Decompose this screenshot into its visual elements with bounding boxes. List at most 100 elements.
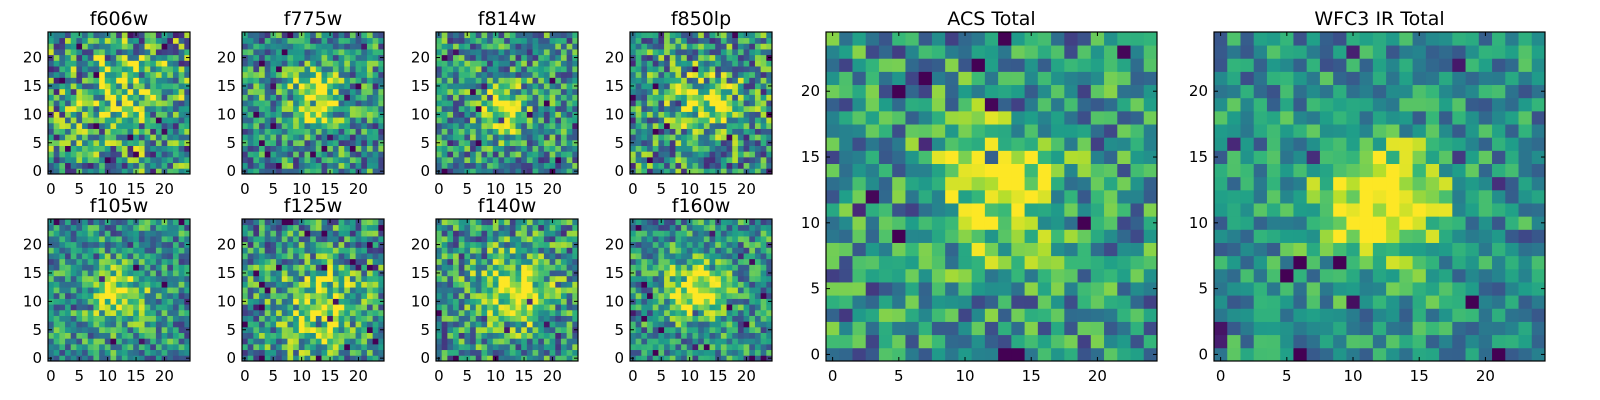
heatmap-cell <box>293 326 300 333</box>
heatmap-cell <box>766 349 773 356</box>
heatmap-cell <box>104 66 111 73</box>
heatmap-cell <box>87 236 94 243</box>
heatmap-cell <box>287 145 294 152</box>
heatmap-cell <box>259 139 266 146</box>
heatmap-cell <box>76 100 83 107</box>
heatmap-cell <box>338 298 345 305</box>
heatmap-cell <box>498 224 505 231</box>
heatmap-cell <box>720 117 727 124</box>
heatmap-cell <box>264 54 271 61</box>
heatmap-cell <box>475 128 482 135</box>
heatmap-cell <box>498 230 505 237</box>
heatmap-cell <box>59 309 66 316</box>
heatmap-cell <box>475 162 482 169</box>
heatmap-cell <box>709 304 716 311</box>
heatmap-cell <box>526 32 533 39</box>
heatmap-cell <box>264 145 271 152</box>
heatmap-cell <box>270 156 277 164</box>
heatmap-cell <box>161 258 168 265</box>
heatmap-cell <box>652 326 659 333</box>
heatmap-cell <box>726 332 733 339</box>
heatmap-cell <box>178 100 185 107</box>
heatmap-cell <box>709 355 716 362</box>
heatmap-cell <box>247 264 254 271</box>
x-tick-label: 0 <box>434 180 444 198</box>
heatmap-cell <box>652 349 659 356</box>
heatmap-cell <box>630 349 637 356</box>
heatmap-cell <box>99 304 106 311</box>
heatmap-cell <box>366 71 374 78</box>
heatmap-cell <box>150 338 157 345</box>
heatmap-cell <box>344 219 351 226</box>
heatmap-cell <box>686 49 693 56</box>
heatmap-cell <box>726 338 733 345</box>
heatmap-cell <box>681 139 688 146</box>
heatmap-cell <box>481 236 488 243</box>
heatmap-cell <box>321 111 328 118</box>
heatmap-cell <box>732 298 739 305</box>
heatmap-cell <box>436 309 443 316</box>
heatmap-cell <box>315 315 322 322</box>
heatmap-cell <box>566 241 573 248</box>
heatmap-cell <box>344 264 351 271</box>
heatmap-cell <box>720 111 727 118</box>
heatmap-cell <box>709 145 716 152</box>
heatmap-cell <box>749 151 756 158</box>
heatmap-cell <box>681 156 688 164</box>
heatmap-cell <box>737 338 744 345</box>
heatmap-cell <box>681 66 688 73</box>
heatmap-cell <box>276 315 283 322</box>
heatmap-cell <box>327 117 334 124</box>
heatmap-cell <box>144 253 151 260</box>
heatmap-cell <box>686 122 693 129</box>
heatmap-cell <box>366 219 374 226</box>
heatmap-cell <box>99 236 106 243</box>
heatmap-cell <box>481 60 488 67</box>
heatmap-cell <box>669 37 676 44</box>
heatmap-cell <box>93 343 100 351</box>
heatmap-cell <box>361 151 368 158</box>
heatmap-cell <box>155 100 162 107</box>
heatmap-cell <box>116 309 123 316</box>
heatmap-cell <box>315 281 322 288</box>
heatmap-cell <box>264 128 271 135</box>
heatmap-cell <box>560 88 568 95</box>
heatmap-cell <box>504 247 511 254</box>
heatmap-cell <box>538 355 545 362</box>
heatmap-cell <box>65 105 72 112</box>
heatmap-cell <box>737 315 744 322</box>
heatmap-cell <box>749 281 756 288</box>
heatmap-cell <box>281 66 288 73</box>
heatmap-cell <box>436 343 443 351</box>
heatmap-cell <box>532 343 539 351</box>
heatmap-cell <box>441 77 448 84</box>
heatmap-cell <box>361 37 368 44</box>
heatmap-cell <box>298 338 305 345</box>
heatmap-cell <box>560 100 568 107</box>
heatmap-cell <box>338 338 345 345</box>
heatmap-cell <box>458 264 465 271</box>
heatmap-cell <box>549 287 556 294</box>
heatmap-cell <box>87 77 94 84</box>
heatmap-cell <box>281 298 288 305</box>
heatmap-cell <box>726 117 733 124</box>
heatmap-cell <box>344 151 351 158</box>
heatmap-cell <box>560 54 568 61</box>
heatmap-cell <box>726 151 733 158</box>
heatmap-cell <box>281 281 288 288</box>
heatmap-cell <box>555 162 562 169</box>
heatmap-cell <box>572 122 579 129</box>
heatmap-cell <box>635 77 642 84</box>
heatmap-cell <box>361 253 368 260</box>
heatmap-cell <box>743 60 750 67</box>
heatmap-cell <box>543 60 550 67</box>
heatmap-cell <box>155 298 162 305</box>
heatmap-cell <box>555 32 562 39</box>
heatmap-cell <box>76 111 83 118</box>
heatmap-cell <box>686 37 693 44</box>
heatmap-cell <box>116 43 123 50</box>
heatmap-cell <box>641 139 648 146</box>
heatmap-cell <box>504 60 511 67</box>
heatmap-cell <box>504 77 511 84</box>
heatmap-cell <box>572 264 579 271</box>
